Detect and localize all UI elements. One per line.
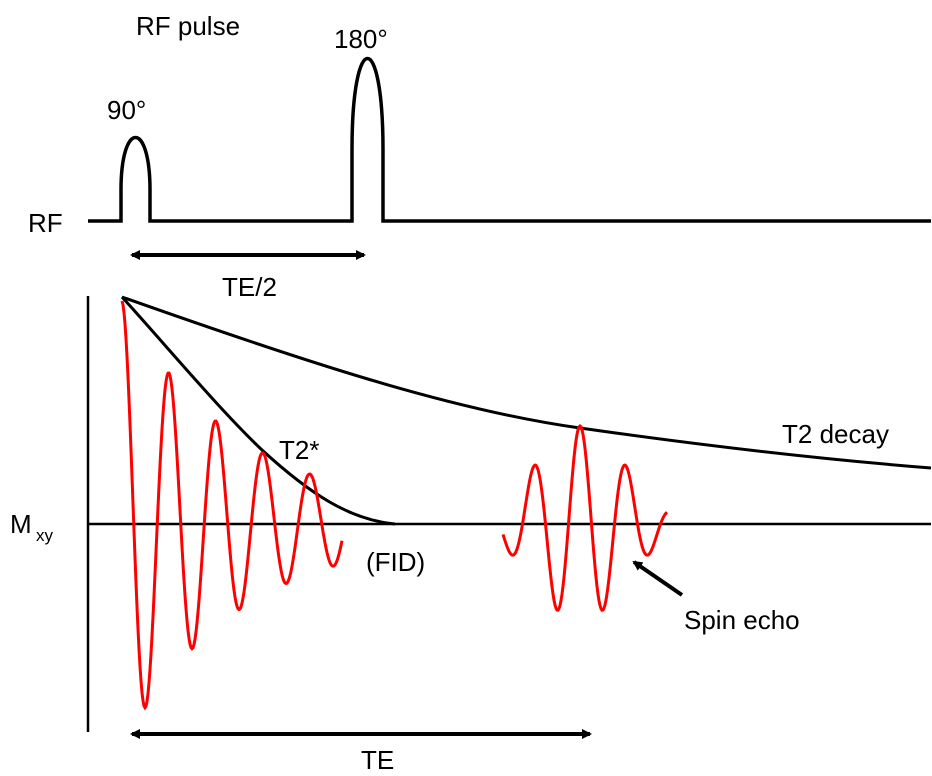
t2-star-label: T2* (279, 435, 319, 465)
t2-star-curve (120, 295, 396, 526)
rf-pulse-label: RF pulse (136, 11, 240, 41)
te-label: TE (361, 745, 394, 775)
mxy-label-main: M (10, 509, 32, 539)
te-half-label: TE/2 (222, 272, 277, 302)
t2-decay-curve (121, 295, 932, 470)
t2-decay-label: T2 decay (782, 419, 889, 449)
pulse-180-label: 180° (334, 24, 388, 54)
fid-signal (120, 300, 344, 711)
pulse-90-label: 90° (107, 95, 146, 125)
spin-echo-signal (501, 423, 669, 612)
fid-label: (FID) (366, 547, 425, 577)
spin-echo-pointer-arrow (632, 560, 684, 597)
mxy-label-subscript: xy (36, 526, 54, 545)
rf-axis-label: RF (28, 208, 63, 238)
rf-pulse-waveform (88, 57, 931, 223)
spin-echo-label: Spin echo (684, 605, 800, 635)
